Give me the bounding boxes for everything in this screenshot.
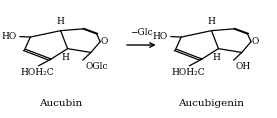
Text: O: O	[251, 37, 259, 46]
Text: Aucubin: Aucubin	[39, 99, 82, 108]
Text: H: H	[61, 53, 69, 62]
Text: H: H	[57, 17, 65, 26]
Text: HO: HO	[153, 32, 168, 41]
Text: HO: HO	[2, 32, 17, 41]
Text: H: H	[207, 17, 216, 26]
Text: HOH₂C: HOH₂C	[20, 68, 54, 77]
Text: H: H	[212, 53, 220, 62]
Text: −Glc: −Glc	[130, 28, 153, 37]
Text: Aucubigenin: Aucubigenin	[178, 99, 245, 108]
Text: OH: OH	[236, 62, 251, 71]
Text: OGlc: OGlc	[85, 62, 107, 71]
Text: HOH₂C: HOH₂C	[171, 68, 205, 77]
Text: O: O	[101, 37, 108, 46]
